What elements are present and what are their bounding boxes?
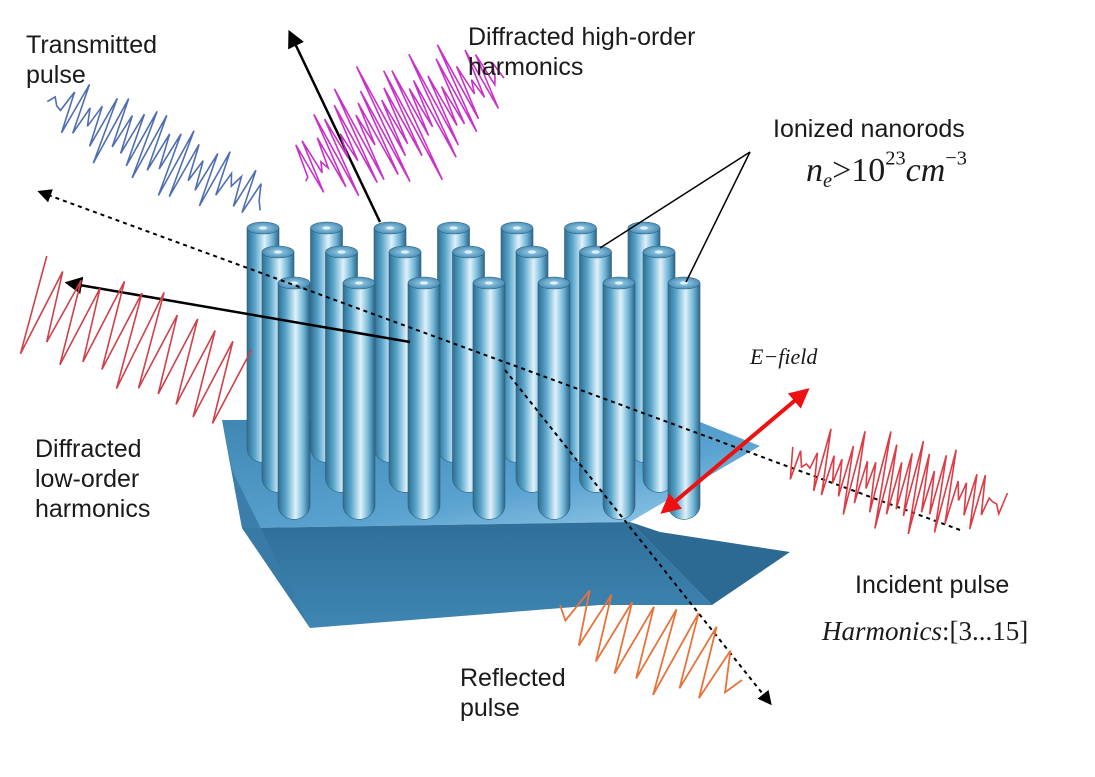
high-order-beam-arrow — [288, 29, 382, 223]
transmitted-label: Transmitted pulse — [26, 31, 158, 89]
nanorod — [407, 276, 441, 520]
nanorod-pointers — [599, 151, 751, 283]
efield-label: E−field — [750, 344, 818, 369]
incident-pulse-label: Incident pulse — [855, 571, 1010, 599]
low-order-beam-arrow — [64, 276, 411, 344]
nanorod-array — [246, 221, 701, 520]
diffracted-high-order-label: Diffracted high-order harmonics — [468, 23, 696, 81]
nanorod — [537, 276, 571, 520]
nanorod — [602, 276, 636, 520]
low-order-harmonics-wave — [19, 255, 253, 424]
reflected-beam-arrow — [504, 369, 772, 706]
electron-density-formula: ne>1023cm−3 — [806, 147, 967, 193]
high-order-harmonics-wave — [295, 44, 505, 197]
incident-pulse-wave — [789, 428, 1009, 535]
pointer-line-left — [599, 151, 751, 249]
diffracted-low-order-label: Diffracted low-order harmonics — [35, 435, 151, 523]
transmitted-pulse-wave — [46, 83, 262, 214]
nanorod — [277, 276, 311, 520]
substrate-right-face — [630, 522, 790, 605]
transmitted-beam-arrow — [37, 189, 541, 376]
substrate-front-face — [242, 522, 712, 628]
harmonics-range-label: Harmonics:[3...15] — [822, 616, 1029, 646]
efield-arrow — [660, 388, 810, 514]
nanorod — [342, 276, 376, 520]
reflected-pulse-wave — [559, 590, 743, 699]
nanorod — [472, 276, 506, 520]
ionized-nanorods-label: Ionized nanorods — [773, 115, 965, 143]
reflected-pulse-label: Reflected pulse — [460, 664, 566, 722]
pointer-line-right — [685, 151, 751, 283]
